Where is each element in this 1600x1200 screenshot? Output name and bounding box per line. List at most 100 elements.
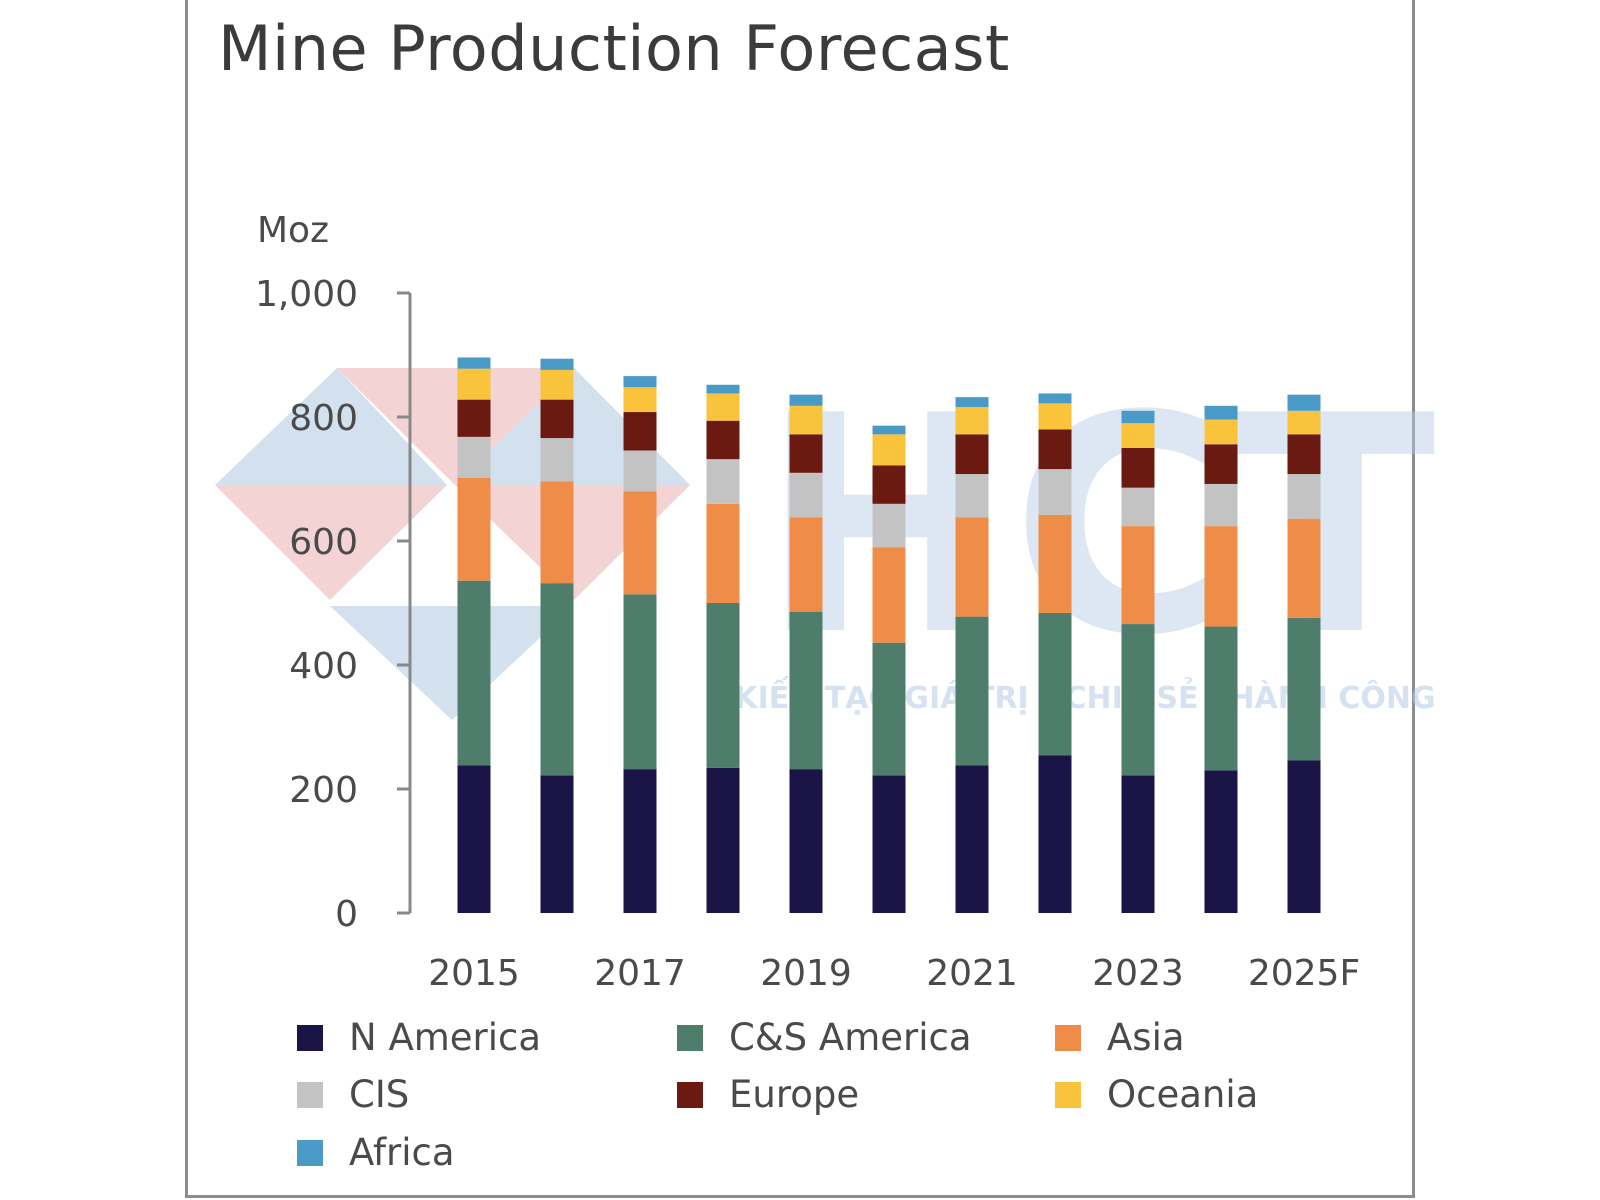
legend-item: Oceania	[1055, 1073, 1258, 1116]
bar-segment	[1287, 434, 1321, 475]
bar-segment	[623, 387, 657, 413]
bar-stack	[706, 384, 740, 913]
bar-segment	[623, 376, 657, 388]
bar-segment	[955, 517, 989, 617]
legend-label: N America	[349, 1016, 541, 1059]
legend-item: CIS	[297, 1073, 409, 1116]
bar-segment	[706, 459, 740, 504]
y-tick-label: 400	[289, 646, 358, 687]
bar-segment	[1287, 760, 1321, 913]
bar-segment	[706, 767, 740, 913]
bar-segment	[457, 368, 491, 400]
watermark-logo	[215, 368, 690, 720]
bar-segment	[1204, 626, 1238, 771]
watermark-slogan: KIẾN TẠO GIÁ TRỊ – CHIA SẺ THÀNH CÔNG	[734, 676, 1435, 716]
bar-segment	[955, 407, 989, 435]
bar-segment	[706, 384, 740, 394]
bar-segment	[623, 594, 657, 770]
bar-segment	[789, 434, 823, 473]
legend-swatch	[677, 1082, 703, 1108]
legend-item: Africa	[297, 1131, 455, 1174]
bar-segment	[1121, 526, 1155, 625]
bar-segment	[1038, 403, 1072, 430]
bar-segment	[1038, 514, 1072, 613]
bar-stack	[872, 425, 906, 913]
bar-segment	[1204, 526, 1238, 627]
y-tick-label: 600	[289, 522, 358, 563]
watermark-brand: HCT	[760, 352, 1437, 701]
x-tick-label: 2019	[760, 953, 852, 994]
legend-item: Europe	[677, 1073, 859, 1116]
bar-stack	[1204, 405, 1238, 913]
y-tick-label: 200	[289, 770, 358, 811]
bar-segment	[1204, 770, 1238, 913]
bar-segment	[789, 517, 823, 612]
legend-label: Asia	[1107, 1016, 1185, 1059]
bar-stack	[623, 376, 657, 913]
legend-item: Asia	[1055, 1016, 1185, 1059]
bar-segment	[706, 503, 740, 603]
bar-segment	[457, 399, 491, 437]
bar-segment	[955, 765, 989, 913]
bar-stack	[789, 394, 823, 913]
bar-segment	[457, 477, 491, 581]
bar-segment	[1121, 410, 1155, 424]
bar-segment	[872, 503, 906, 548]
bar-segment	[1287, 394, 1321, 411]
bar-segment	[1121, 487, 1155, 527]
bar-stack	[457, 357, 491, 913]
bar-segment	[1287, 617, 1321, 761]
bar-stack	[540, 358, 574, 913]
y-tick-label: 0	[335, 894, 358, 935]
bar-segment	[706, 603, 740, 768]
legend-swatch	[297, 1140, 323, 1166]
bar-segment	[540, 775, 574, 913]
bar-segment	[540, 369, 574, 400]
bar-segment	[1038, 429, 1072, 470]
bars	[457, 357, 1321, 913]
bar-segment	[1204, 483, 1238, 527]
legend: N America C&S America Asia CIS Europe Oceania…	[297, 1016, 1258, 1174]
axes: 0 200 400 600 800 1,000 2015 2017 2019 2021 2023 20…	[255, 274, 1360, 994]
bar-segment	[540, 583, 574, 776]
y-tick-label: 1,000	[255, 274, 358, 315]
legend-label: Europe	[729, 1073, 859, 1116]
legend-label: Oceania	[1107, 1073, 1258, 1116]
legend-item: C&S America	[677, 1016, 972, 1059]
bar-segment	[1121, 423, 1155, 448]
legend-label: Africa	[349, 1131, 455, 1174]
bar-segment	[1038, 755, 1072, 913]
x-tick-label: 2015	[428, 953, 520, 994]
bar-segment	[623, 450, 657, 492]
bar-segment	[457, 436, 491, 478]
bar-segment	[1121, 448, 1155, 488]
bar-segment	[789, 611, 823, 770]
y-tick-label: 800	[289, 398, 358, 439]
bar-segment	[1204, 405, 1238, 420]
bar-segment	[457, 580, 491, 766]
bar-segment	[706, 393, 740, 421]
bar-segment	[1121, 775, 1155, 913]
bar-segment	[872, 465, 906, 504]
bar-segment	[789, 405, 823, 435]
bar-segment	[955, 397, 989, 408]
bar-segment	[540, 438, 574, 482]
bar-segment	[1287, 474, 1321, 519]
bar-segment	[1038, 469, 1072, 515]
bar-segment	[1038, 612, 1072, 756]
legend-swatch	[1055, 1082, 1081, 1108]
bar-segment	[872, 425, 906, 435]
bar-segment	[1204, 444, 1238, 484]
bar-segment	[457, 357, 491, 369]
bar-segment	[789, 769, 823, 913]
bar-stack	[955, 397, 989, 913]
bar-segment	[872, 775, 906, 913]
x-tick-label: 2017	[594, 953, 686, 994]
legend-swatch	[297, 1025, 323, 1051]
chart-title: Mine Production Forecast	[218, 12, 1010, 85]
legend-swatch	[1055, 1025, 1081, 1051]
bar-segment	[1038, 393, 1072, 404]
bar-stack	[1287, 394, 1321, 913]
bar-segment	[789, 472, 823, 518]
